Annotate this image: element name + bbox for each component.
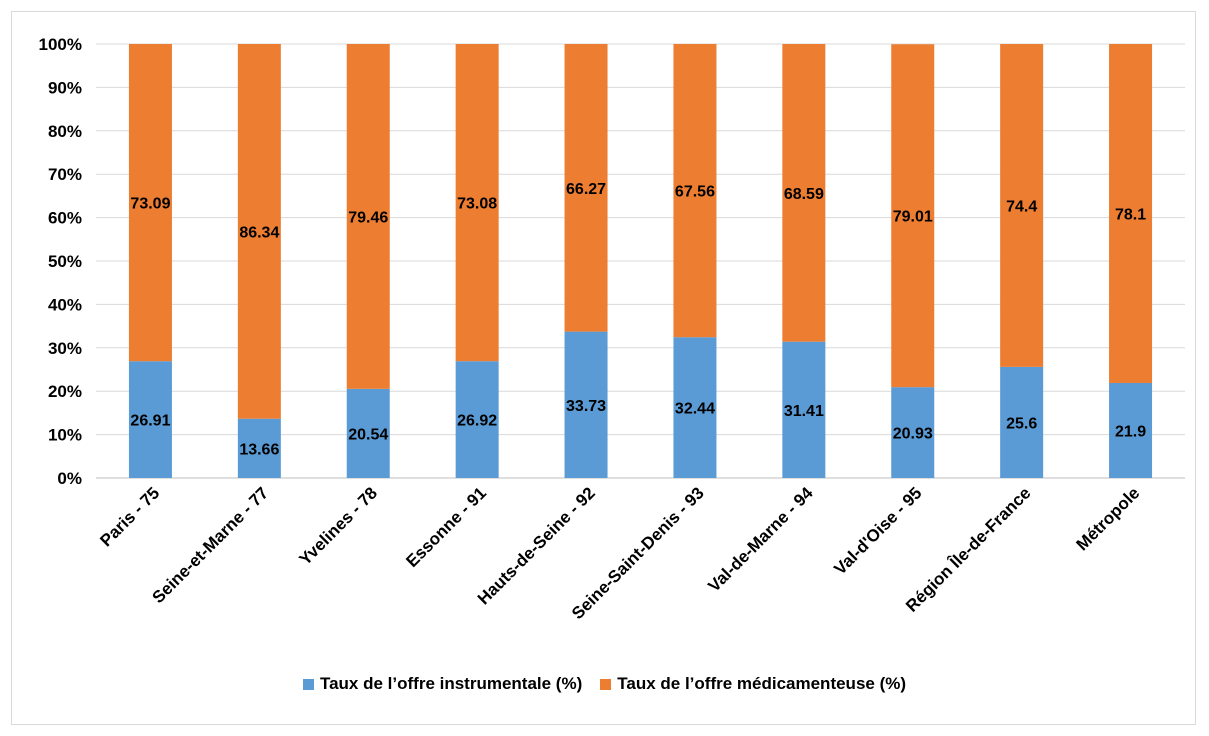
legend: Taux de l’offre instrumentale (%) Taux d… <box>0 674 1209 694</box>
legend-swatch-medicamenteuse <box>600 679 611 690</box>
data-label: 79.46 <box>348 209 388 226</box>
data-label: 78.1 <box>1115 206 1146 223</box>
x-category-label: Val-de-Marne - 94 <box>704 483 817 596</box>
legend-swatch-instrumentale <box>303 679 314 690</box>
x-category-label: Paris - 75 <box>96 483 163 550</box>
x-category-label: Yvelines - 78 <box>295 483 381 569</box>
x-category-label: Hauts-de-Seine - 92 <box>474 483 599 608</box>
legend-label-medicamenteuse: Taux de l’offre médicamenteuse (%) <box>617 674 906 694</box>
y-tick-label: 30% <box>48 339 82 358</box>
y-tick-label: 20% <box>48 382 82 401</box>
y-tick-label: 90% <box>48 78 82 97</box>
data-labels: 26.91 73.09 13.66 86.34 20.54 79.46 26.92 73.08… <box>130 181 1146 459</box>
y-tick-label: 70% <box>48 165 82 184</box>
y-tick-label: 0% <box>57 469 82 488</box>
data-label: 26.92 <box>457 413 497 430</box>
x-category-label: Région Île-de-France <box>902 483 1034 615</box>
data-label: 20.54 <box>348 426 388 443</box>
data-label: 73.08 <box>457 196 497 213</box>
data-label: 13.66 <box>239 441 279 458</box>
data-label: 21.9 <box>1115 423 1146 440</box>
x-category-label: Essonne - 91 <box>402 483 490 571</box>
data-label: 74.4 <box>1006 198 1037 215</box>
y-tick-label: 40% <box>48 295 82 314</box>
data-label: 33.73 <box>566 398 606 415</box>
y-tick-label: 60% <box>48 209 82 228</box>
data-label: 32.44 <box>675 401 715 418</box>
data-label: 86.34 <box>239 224 279 241</box>
y-tick-label: 50% <box>48 252 82 271</box>
x-category-label: Seine-et-Marne - 77 <box>149 483 273 607</box>
data-label: 68.59 <box>784 186 824 203</box>
data-label: 25.6 <box>1006 415 1037 432</box>
legend-item-medicamenteuse: Taux de l’offre médicamenteuse (%) <box>600 674 906 694</box>
data-label: 20.93 <box>893 426 933 443</box>
y-tick-label: 100% <box>39 35 82 54</box>
y-tick-label: 10% <box>48 426 82 445</box>
data-label: 79.01 <box>893 209 933 226</box>
y-axis-tick-labels: 0% 10% 20% 30% 40% 50% 60% 70% 80% 90% 100% <box>39 35 82 488</box>
data-label: 31.41 <box>784 403 824 420</box>
y-tick-label: 80% <box>48 122 82 141</box>
legend-item-instrumentale: Taux de l’offre instrumentale (%) <box>303 674 582 694</box>
x-category-label: Val-d'Oise - 95 <box>830 483 925 578</box>
data-label: 26.91 <box>130 413 170 430</box>
x-category-label: Métropole <box>1073 483 1144 554</box>
data-label: 67.56 <box>675 184 715 201</box>
data-label: 66.27 <box>566 181 606 198</box>
data-label: 73.09 <box>130 196 170 213</box>
legend-label-instrumentale: Taux de l’offre instrumentale (%) <box>320 674 582 694</box>
